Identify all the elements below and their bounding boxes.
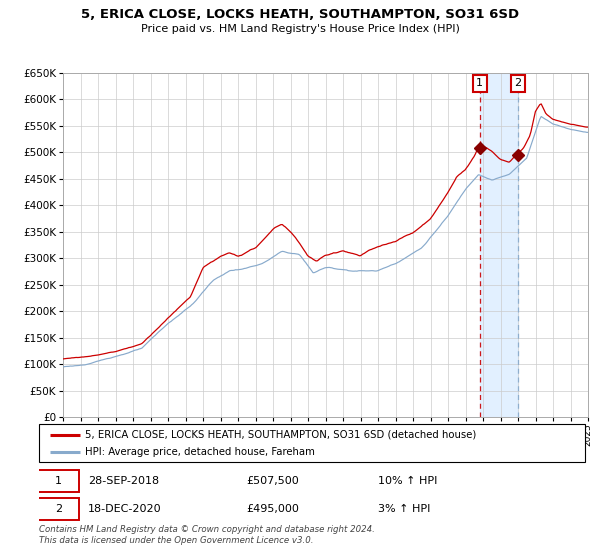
Text: Price paid vs. HM Land Registry's House Price Index (HPI): Price paid vs. HM Land Registry's House … <box>140 24 460 34</box>
Text: 3% ↑ HPI: 3% ↑ HPI <box>377 504 430 514</box>
Text: 2: 2 <box>514 78 521 88</box>
Text: HPI: Average price, detached house, Fareham: HPI: Average price, detached house, Fare… <box>85 447 315 457</box>
Text: 2: 2 <box>55 504 62 514</box>
Text: £495,000: £495,000 <box>247 504 299 514</box>
Text: 18-DEC-2020: 18-DEC-2020 <box>88 504 162 514</box>
Text: 1: 1 <box>476 78 483 88</box>
Text: £507,500: £507,500 <box>247 476 299 486</box>
FancyBboxPatch shape <box>38 470 79 492</box>
Text: Contains HM Land Registry data © Crown copyright and database right 2024.
This d: Contains HM Land Registry data © Crown c… <box>39 525 375 545</box>
FancyBboxPatch shape <box>38 498 79 520</box>
FancyBboxPatch shape <box>39 424 585 462</box>
Text: 5, ERICA CLOSE, LOCKS HEATH, SOUTHAMPTON, SO31 6SD: 5, ERICA CLOSE, LOCKS HEATH, SOUTHAMPTON… <box>81 8 519 21</box>
Text: 10% ↑ HPI: 10% ↑ HPI <box>377 476 437 486</box>
Text: 28-SEP-2018: 28-SEP-2018 <box>88 476 159 486</box>
Text: 5, ERICA CLOSE, LOCKS HEATH, SOUTHAMPTON, SO31 6SD (detached house): 5, ERICA CLOSE, LOCKS HEATH, SOUTHAMPTON… <box>85 430 477 440</box>
Bar <box>480 73 518 417</box>
Text: 1: 1 <box>55 476 62 486</box>
